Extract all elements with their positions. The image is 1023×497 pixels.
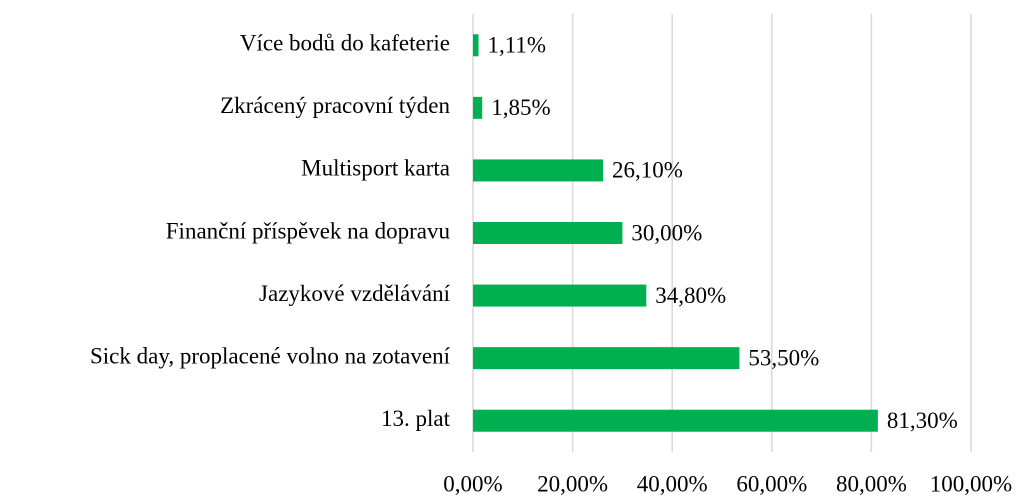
y-tick-label: Více bodů do kafeterie [240, 31, 450, 56]
x-tick-label: 0,00% [443, 471, 502, 496]
x-tick-label: 80,00% [836, 471, 907, 496]
data-label: 1,11% [488, 33, 547, 58]
y-tick-label: Multisport karta [301, 156, 450, 181]
data-label: 34,80% [655, 283, 726, 308]
bar [473, 284, 647, 307]
data-label: 53,50% [748, 345, 819, 370]
data-label: 26,10% [612, 158, 683, 183]
bar [473, 96, 483, 119]
x-tick-label: 100,00% [930, 471, 1012, 496]
bar [473, 222, 623, 244]
bar [473, 159, 603, 182]
y-tick-label: Jazykové vzdělávání [259, 281, 451, 306]
bar [473, 347, 740, 370]
y-tick-label: Sick day, proplacené volno na zotavení [90, 343, 451, 368]
y-tick-label: Zkrácený pracovní týden [220, 93, 450, 118]
x-tick-label: 20,00% [537, 471, 608, 496]
y-tick-label: 13. plat [381, 406, 451, 431]
x-tick-label: 40,00% [637, 471, 708, 496]
data-label: 1,85% [491, 95, 550, 120]
bar [473, 34, 479, 57]
y-tick-label: Finanční příspěvek na dopravu [166, 218, 451, 243]
data-label: 81,30% [887, 408, 958, 433]
bar [473, 409, 878, 432]
data-label: 30,00% [631, 220, 702, 245]
x-tick-label: 60,00% [736, 471, 807, 496]
